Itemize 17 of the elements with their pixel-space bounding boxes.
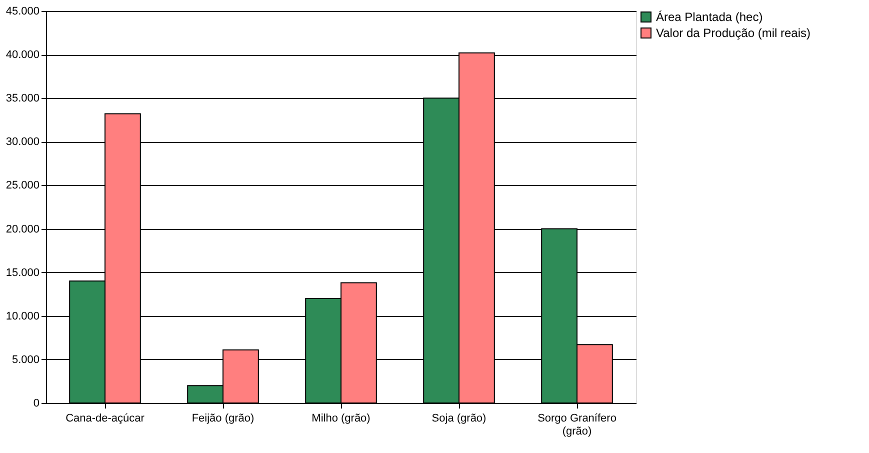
x-tick-label: Milho (grão) [312, 412, 370, 424]
legend-label: Valor da Produção (mil reais) [656, 26, 811, 40]
y-tick-label: 25.000 [6, 180, 40, 192]
y-tick-label: 15.000 [6, 266, 40, 279]
x-tick-label: Sorgo Granífero (grão) [538, 412, 616, 438]
x-tick-label: Feijão (grão) [192, 412, 254, 424]
x-tick-label: Soja (grão) [432, 412, 486, 424]
y-tick-label: 35.000 [6, 92, 40, 105]
y-tick-label: 45.000 [6, 6, 40, 18]
y-tick-label: 5.000 [12, 354, 40, 366]
y-tick-label: 10.000 [6, 310, 40, 322]
y-tick-label: 40.000 [6, 49, 40, 62]
y-tick-label: 30.000 [6, 136, 40, 148]
y-tick-label: 0 [33, 398, 40, 410]
x-tick-label: Cana-de-açúcar [66, 412, 145, 424]
y-tick-label: 20.000 [6, 223, 40, 236]
legend-label: Área Plantada (hec) [656, 10, 763, 24]
